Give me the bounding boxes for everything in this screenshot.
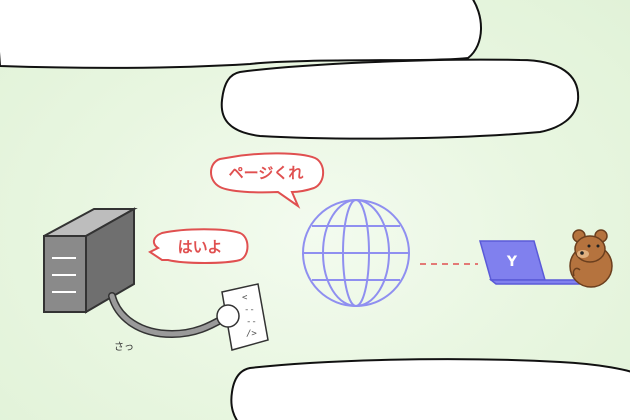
cloud-top-right [220, 58, 580, 140]
html-document-icon: < -- -- /> [221, 283, 269, 351]
arm-hand [216, 304, 240, 328]
laptop-icon: Y [479, 240, 581, 285]
document-line-1: < [242, 293, 248, 303]
laptop-logo: Y [506, 254, 518, 270]
document-line-2: -- [244, 305, 255, 315]
request-bubble-text: ページくれ [229, 164, 304, 182]
globe-icon [302, 199, 410, 307]
sfx-caption: さっ [114, 341, 134, 353]
server-icon [43, 207, 138, 314]
bear-user-icon [569, 229, 613, 288]
cloud-bottom [230, 358, 630, 420]
cloud-top-left [0, 0, 482, 69]
server-arm [108, 292, 228, 339]
request-bubble: ページくれ [210, 152, 325, 209]
document-line-3: -- [246, 317, 257, 327]
document-line-4: /> [246, 329, 257, 339]
response-bubble: はいよ [148, 228, 249, 264]
response-bubble-text: はいよ [178, 238, 223, 256]
